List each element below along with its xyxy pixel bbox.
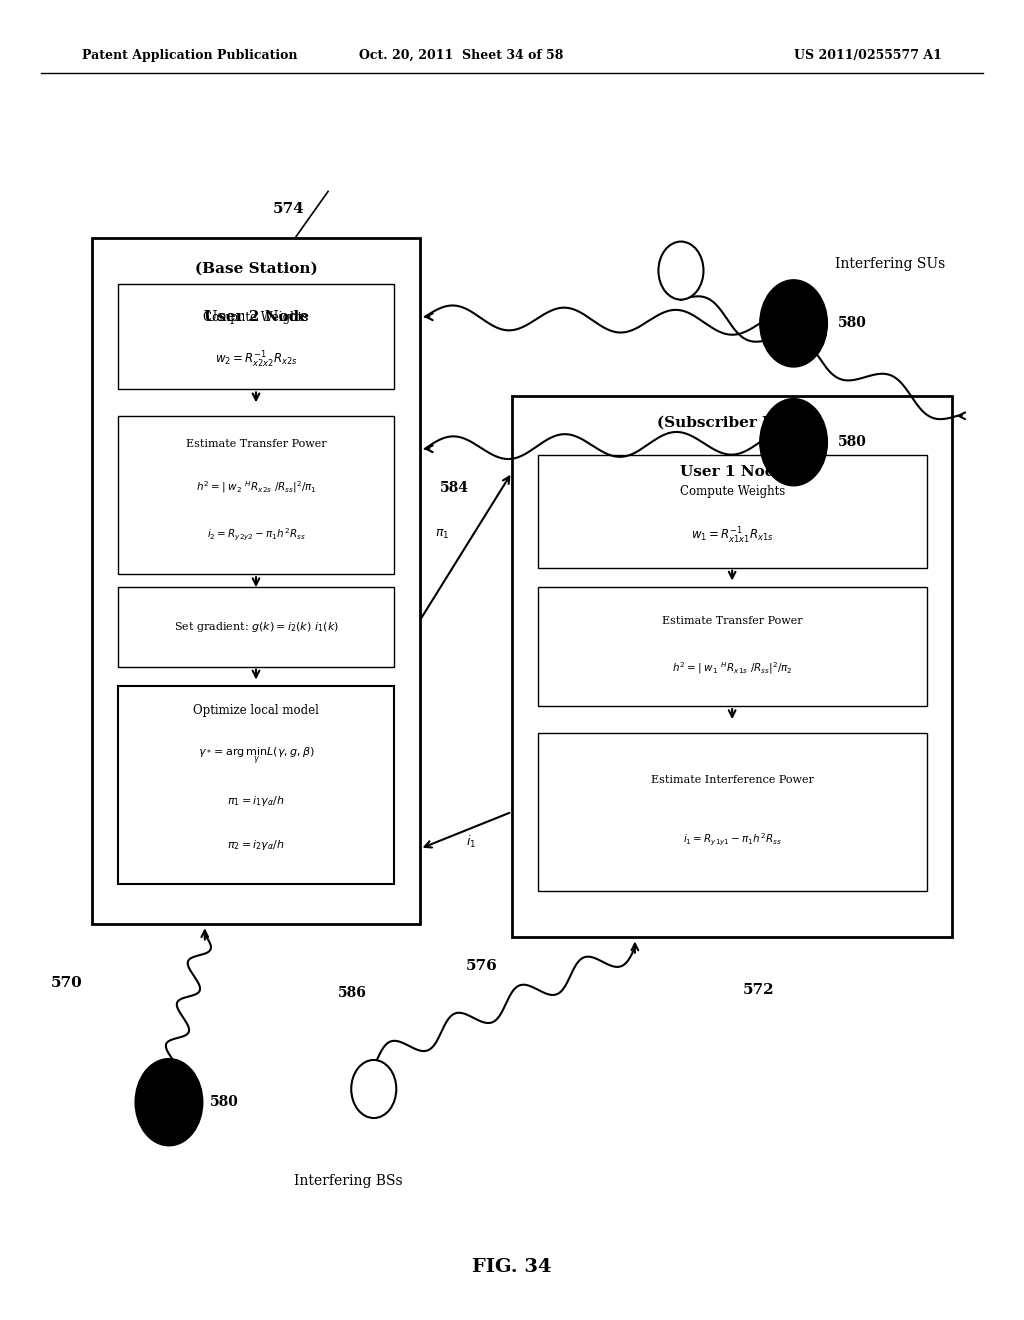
Circle shape: [760, 399, 827, 486]
FancyBboxPatch shape: [538, 587, 927, 706]
Text: Oct. 20, 2011  Sheet 34 of 58: Oct. 20, 2011 Sheet 34 of 58: [358, 49, 563, 62]
Text: (Base Station): (Base Station): [195, 261, 317, 276]
Text: 582: 582: [364, 1084, 384, 1094]
FancyBboxPatch shape: [538, 455, 927, 568]
Text: $i_2 = R_{y2y2} - \pi_1 h^2 R_{ss}$: $i_2 = R_{y2y2} - \pi_1 h^2 R_{ss}$: [207, 527, 305, 543]
FancyBboxPatch shape: [118, 686, 394, 884]
Text: $\pi_1$: $\pi_1$: [435, 528, 450, 541]
Text: User 2 Node: User 2 Node: [204, 310, 308, 325]
Text: Interfering BSs: Interfering BSs: [294, 1175, 402, 1188]
Text: $\pi_1 = i_1 \gamma_\alpha /h$: $\pi_1 = i_1 \gamma_\alpha /h$: [227, 795, 285, 808]
Text: 582: 582: [671, 265, 691, 276]
FancyBboxPatch shape: [538, 733, 927, 891]
Text: Estimate Transfer Power: Estimate Transfer Power: [185, 440, 327, 449]
Text: $i_1 = R_{y1y1} - \pi_1 h^2 R_{ss}$: $i_1 = R_{y1y1} - \pi_1 h^2 R_{ss}$: [683, 832, 781, 849]
Text: $h^2=|\ w_2\ ^HR_{x2s}\ /R_{ss}|^2/\pi_1$: $h^2=|\ w_2\ ^HR_{x2s}\ /R_{ss}|^2/\pi_1…: [196, 479, 316, 495]
Text: Estimate Interference Power: Estimate Interference Power: [650, 775, 814, 785]
Text: Interfering SUs: Interfering SUs: [835, 257, 945, 271]
Text: $h^2=|\ w_1\ ^HR_{x1s}\ /R_{ss}|^2/\pi_2$: $h^2=|\ w_1\ ^HR_{x1s}\ /R_{ss}|^2/\pi_2…: [672, 660, 793, 676]
Text: Patent Application Publication: Patent Application Publication: [82, 49, 297, 62]
FancyBboxPatch shape: [92, 238, 420, 924]
Text: Compute Weights: Compute Weights: [204, 312, 308, 325]
Text: $i_1$: $i_1$: [466, 834, 476, 850]
Text: 580: 580: [210, 1096, 239, 1109]
FancyBboxPatch shape: [118, 587, 394, 667]
Text: 580: 580: [838, 436, 866, 449]
FancyBboxPatch shape: [118, 284, 394, 389]
Text: Estimate Transfer Power: Estimate Transfer Power: [662, 615, 803, 626]
Circle shape: [760, 280, 827, 367]
Text: 570: 570: [51, 977, 83, 990]
Text: Optimize local model: Optimize local model: [194, 704, 318, 717]
FancyBboxPatch shape: [512, 396, 952, 937]
FancyBboxPatch shape: [118, 416, 394, 574]
Text: $\pi_2 = i_2 \gamma_\alpha /h$: $\pi_2 = i_2 \gamma_\alpha /h$: [227, 838, 285, 851]
Text: 574: 574: [272, 202, 304, 215]
Text: $w_1 = R_{x1x1}^{-1} R_{x1s}$: $w_1 = R_{x1x1}^{-1} R_{x1s}$: [691, 527, 773, 546]
Circle shape: [351, 1060, 396, 1118]
Text: 580: 580: [838, 317, 866, 330]
Circle shape: [135, 1059, 203, 1146]
Text: 572: 572: [742, 983, 774, 997]
Text: $\gamma_* = \arg\min_\gamma L(\gamma,g,\beta)$: $\gamma_* = \arg\min_\gamma L(\gamma,g,\…: [198, 746, 314, 766]
Text: US 2011/0255577 A1: US 2011/0255577 A1: [795, 49, 942, 62]
Text: $w_2 = R_{x2x2}^{-1} R_{x2s}$: $w_2 = R_{x2x2}^{-1} R_{x2s}$: [215, 350, 297, 370]
Text: 576: 576: [466, 960, 498, 973]
Text: User 1 Node: User 1 Node: [680, 465, 784, 479]
Text: Compute Weights: Compute Weights: [680, 484, 784, 498]
Circle shape: [658, 242, 703, 300]
Text: FIG. 34: FIG. 34: [472, 1258, 552, 1276]
Text: Set gradient: $g(k)= i_2(k)\ i_1(k)$: Set gradient: $g(k)= i_2(k)\ i_1(k)$: [173, 620, 339, 634]
Text: 584: 584: [440, 482, 469, 495]
Text: (Subscriber Unit): (Subscriber Unit): [657, 416, 807, 430]
Text: 586: 586: [338, 986, 367, 999]
